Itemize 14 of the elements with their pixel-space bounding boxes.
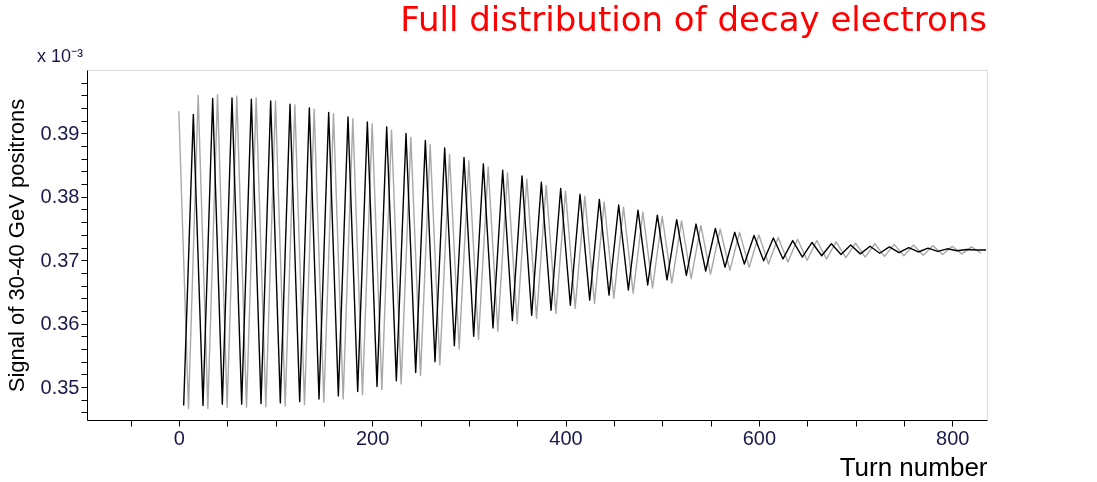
y-tick-label: 0.35: [40, 375, 80, 398]
y-axis-title: Signal of 30-40 GeV positrons: [3, 98, 29, 393]
x-tick-label: 200: [355, 426, 390, 449]
chart-title: Full distribution of decay electrons: [400, 0, 987, 39]
y-tick-label: 0.37: [40, 248, 80, 271]
x-tick-label: 800: [936, 426, 970, 449]
x-axis-title: Turn number: [839, 451, 988, 482]
y-tick-label: 0.38: [40, 185, 80, 208]
text: x 10⁻³: [36, 46, 83, 66]
y-tick-label: 0.39: [40, 121, 80, 144]
x-tick-label: 400: [549, 426, 583, 449]
y-tick-label: 0.36: [40, 312, 80, 335]
x-tick-label: 600: [742, 426, 777, 449]
x-tick-label: 0: [173, 426, 185, 449]
